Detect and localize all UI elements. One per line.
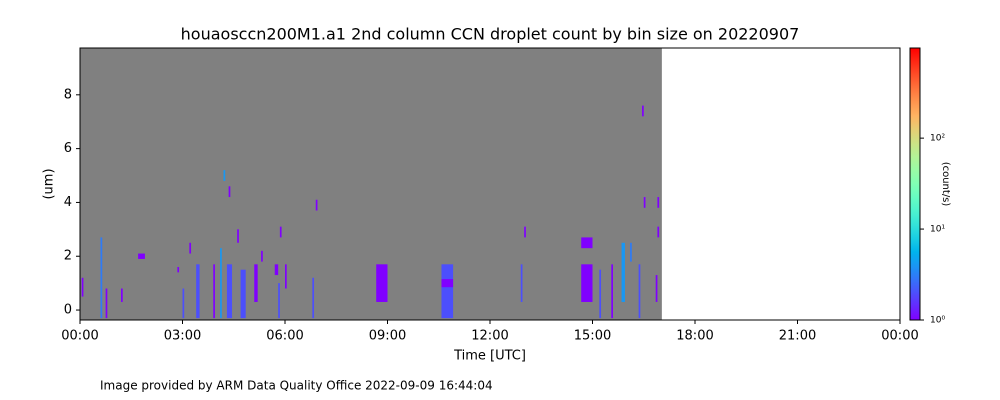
x-tick-label: 00:00 [881, 329, 918, 344]
heat-cell [638, 264, 641, 319]
x-tick-label: 09:00 [369, 329, 406, 344]
heat-cell [274, 264, 279, 276]
colorbar [909, 47, 921, 321]
heat-cell [630, 242, 632, 262]
heat-cell [138, 253, 145, 259]
heat-cell [642, 105, 644, 117]
y-tick-label: 6 [64, 141, 72, 156]
chart-title: houaosccn200M1.a1 2nd column CCN droplet… [181, 25, 800, 44]
heat-cell [261, 250, 263, 262]
colorbar-tick-label: 10⁰ [930, 316, 945, 326]
x-axis-label: Time [UTC] [453, 349, 526, 364]
heat-cell [189, 242, 192, 254]
x-tick-label: 21:00 [779, 329, 816, 344]
heat-cell [182, 288, 185, 319]
heat-cell [657, 197, 660, 208]
heat-cell [657, 226, 660, 238]
colorbar-tick-label: 10² [930, 134, 945, 144]
heat-cell [100, 237, 103, 319]
y-tick-label: 4 [64, 195, 72, 210]
heat-cell [621, 242, 625, 302]
y-tick-label: 8 [64, 87, 72, 102]
heat-cell [196, 264, 200, 319]
heat-cell [237, 229, 239, 243]
heat-cell [643, 197, 646, 208]
x-tick-label: 03:00 [164, 329, 201, 344]
y-tick-label: 2 [64, 249, 72, 264]
colorbar-tick-label: 10¹ [930, 225, 945, 235]
heat-cell [524, 226, 526, 238]
heat-cell [581, 264, 593, 302]
x-tick-label: 00:00 [61, 329, 98, 344]
heat-cell [177, 266, 180, 273]
heat-cell [312, 277, 315, 319]
x-tick-label: 06:00 [266, 329, 303, 344]
heat-cell [315, 199, 318, 211]
heat-cell [226, 264, 233, 319]
heat-cell [520, 264, 523, 302]
heat-cell [81, 277, 84, 297]
data-coverage [80, 48, 662, 320]
colorbar-label: (count/s) [940, 162, 951, 207]
heat-cell [213, 264, 215, 319]
heat-cell [223, 170, 226, 181]
heat-cell [279, 226, 282, 238]
y-tick-label: 0 [64, 303, 72, 318]
heat-cell [655, 275, 658, 302]
heat-cell [376, 264, 388, 302]
heat-cell [278, 283, 280, 319]
heat-cell [220, 248, 222, 319]
heat-cell [611, 264, 613, 319]
heat-cell [441, 279, 454, 288]
x-tick-label: 15:00 [574, 329, 611, 344]
heat-cell [285, 264, 287, 289]
plot-area [80, 48, 662, 320]
heat-cell [121, 288, 123, 302]
x-tick-label: 12:00 [471, 329, 508, 344]
heat-cell [254, 264, 258, 302]
heat-cell [240, 269, 246, 319]
x-tick-label: 18:00 [676, 329, 713, 344]
heat-cell [228, 186, 231, 198]
heat-cell [441, 264, 454, 319]
footnote: Image provided by ARM Data Quality Offic… [100, 379, 493, 393]
heat-cell [599, 269, 602, 319]
heat-cell [581, 237, 593, 249]
heat-cell [105, 288, 108, 319]
y-axis-label: (um) [42, 168, 57, 199]
